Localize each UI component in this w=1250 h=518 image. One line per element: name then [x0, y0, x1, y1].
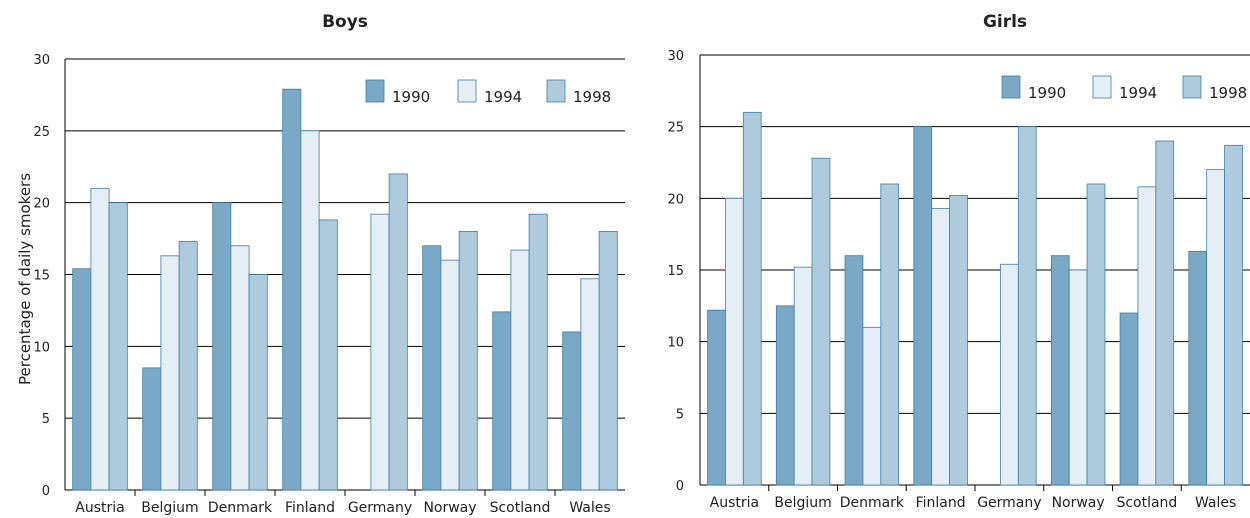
- bar-1994: [1206, 169, 1225, 486]
- x-tick-label: Belgium: [774, 495, 831, 511]
- x-tick-label: Wales: [569, 500, 610, 516]
- bar-1990: [1119, 312, 1139, 486]
- bar-1998: [949, 195, 968, 486]
- bar-1990: [212, 202, 232, 491]
- boys-chart-plot: 0 5 10 15 20 25 30 Austria Belgium Denmark Finland…: [33, 53, 625, 516]
- bar-1998: [458, 230, 478, 491]
- y-tick-label: 0: [42, 484, 50, 499]
- bar-1990: [844, 255, 864, 486]
- x-tick-label: Denmark: [208, 500, 273, 516]
- y-tick-label: 15: [667, 264, 684, 279]
- bar-1998: [1017, 126, 1037, 486]
- bar-1994: [440, 259, 460, 491]
- x-tick-label: Belgium: [141, 500, 198, 516]
- girls-chart-plot: 0 5 10 15 20 25 30 Austria Belgium Denmark Finland…: [667, 49, 1250, 511]
- y-tick-label: 0: [676, 479, 684, 494]
- bar-1994: [230, 245, 250, 491]
- y-tick-label: 25: [667, 121, 684, 136]
- bar-1990: [913, 126, 933, 486]
- bar-1998: [811, 157, 831, 486]
- bar-1990: [707, 309, 726, 486]
- bar-1998: [528, 213, 548, 491]
- bar-1994: [1000, 263, 1019, 486]
- bar-1994: [793, 266, 813, 486]
- bar-1990: [142, 367, 162, 491]
- x-tick-label: Germany: [348, 500, 412, 516]
- legend-label: 1990: [1028, 84, 1066, 102]
- chart-title: Girls: [982, 12, 1028, 32]
- legend-swatch-1998: [546, 79, 566, 103]
- chart-title: Boys: [322, 12, 368, 32]
- bar-1998: [880, 183, 900, 486]
- bar-1998: [742, 111, 762, 486]
- y-tick-label: 15: [33, 269, 50, 284]
- legend-label: 1994: [484, 88, 522, 106]
- bar-1990: [1050, 255, 1070, 486]
- bar-1998: [178, 241, 198, 491]
- legend-label: 1990: [392, 88, 430, 106]
- bar-1994: [90, 187, 110, 491]
- legend-label: 1998: [573, 88, 611, 106]
- boys-chart: Boys Percentage of daily smokers 0 5 10 15 2…: [16, 12, 625, 516]
- x-tick-label: Germany: [977, 495, 1041, 511]
- bar-1998: [598, 230, 618, 491]
- bar-1994: [931, 207, 950, 486]
- bar-1998: [248, 274, 268, 491]
- bar-1994: [580, 278, 600, 491]
- bar-1990: [282, 88, 302, 491]
- x-tick-label: Finland: [285, 500, 335, 516]
- legend-swatch-1990: [1001, 75, 1021, 99]
- girls-chart: Girls 0 5 10 15 20 25 30 Austria Belgium Denmark F…: [640, 0, 1250, 518]
- bar-1998: [108, 202, 128, 491]
- x-tick-label: Norway: [423, 500, 476, 516]
- y-tick-label: 20: [33, 197, 50, 212]
- bar-1994: [725, 197, 744, 486]
- bar-1994: [1137, 186, 1157, 486]
- y-tick-label: 25: [33, 125, 50, 140]
- legend-label: 1998: [1209, 84, 1247, 102]
- bar-1994: [160, 255, 180, 491]
- y-tick-label: 30: [667, 49, 684, 64]
- legend-swatch-1994: [1092, 75, 1112, 99]
- bar-1990: [422, 245, 442, 491]
- bar-1998: [1086, 183, 1106, 486]
- x-tick-label: Wales: [1195, 495, 1236, 511]
- bar-1994: [862, 326, 882, 486]
- bar-1998: [318, 219, 338, 491]
- x-tick-label: Denmark: [840, 495, 905, 511]
- x-tick-label: Finland: [916, 495, 966, 511]
- y-tick-label: 30: [33, 53, 50, 68]
- bar-1998: [1224, 144, 1243, 486]
- bar-1990: [775, 305, 795, 486]
- x-tick-label: Austria: [75, 500, 124, 516]
- y-tick-label: 20: [667, 192, 684, 207]
- bar-1990: [562, 331, 582, 491]
- bar-1998: [388, 173, 408, 491]
- legend-label: 1994: [1119, 84, 1157, 102]
- legend-swatch-1990: [365, 79, 385, 103]
- bar-1990: [72, 268, 92, 491]
- bar-1994: [300, 130, 320, 491]
- bar-1994: [1068, 269, 1088, 486]
- y-tick-label: 10: [33, 340, 50, 355]
- bar-1994: [370, 213, 390, 491]
- bar-1994: [510, 249, 530, 491]
- y-tick-label: 5: [676, 407, 684, 422]
- y-tick-label: 10: [667, 336, 684, 351]
- x-tick-label: Norway: [1052, 495, 1105, 511]
- x-tick-label: Scotland: [490, 500, 551, 516]
- legend-swatch-1994: [457, 79, 477, 103]
- bar-1990: [1188, 250, 1208, 486]
- bar-1998: [1155, 140, 1175, 486]
- y-tick-label: 5: [42, 412, 50, 427]
- legend-swatch-1998: [1182, 75, 1202, 99]
- x-tick-label: Scotland: [1116, 495, 1177, 511]
- bar-1990: [492, 311, 512, 491]
- x-tick-label: Austria: [710, 495, 759, 511]
